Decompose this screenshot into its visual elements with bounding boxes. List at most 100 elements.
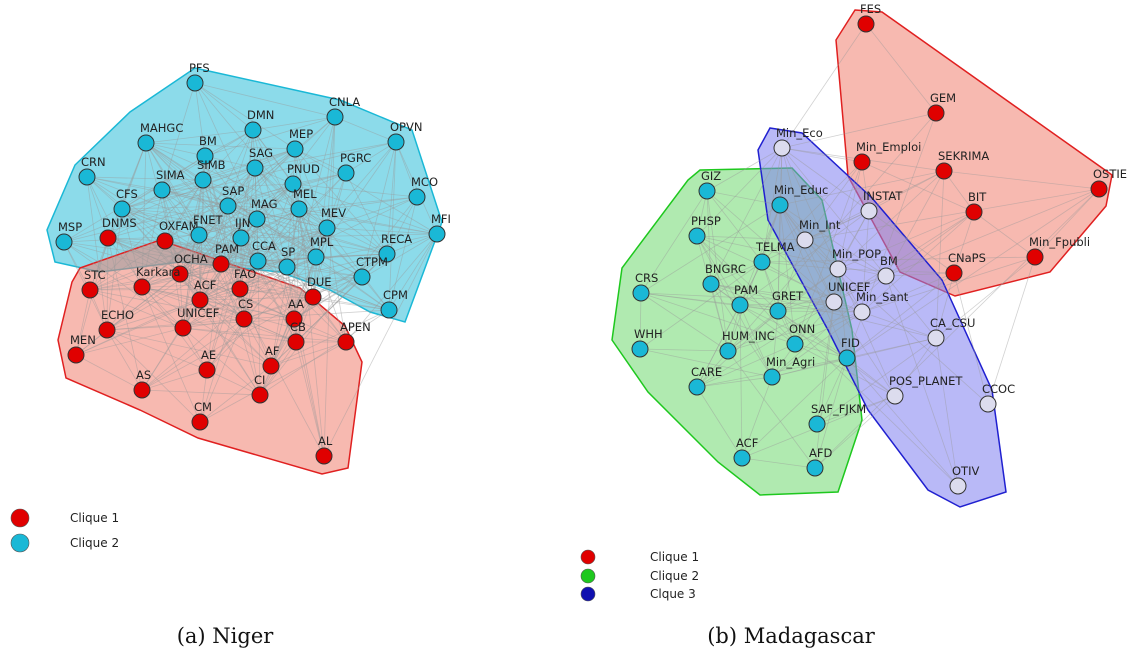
edge (227, 116, 336, 207)
node-label: CCA (252, 239, 276, 253)
edge (239, 208, 300, 290)
edge (294, 148, 347, 174)
edge (270, 296, 314, 367)
node-label: GRET (772, 289, 804, 303)
node-label: CRS (635, 271, 658, 285)
edge (179, 256, 317, 275)
edge (106, 263, 222, 331)
edge (286, 266, 325, 457)
edge (199, 256, 317, 301)
edge (293, 253, 388, 320)
edge (639, 348, 773, 378)
node (1026, 248, 1044, 266)
edge (293, 276, 363, 320)
node-label: OXFAM (159, 219, 199, 233)
node (232, 229, 250, 247)
edge (846, 337, 937, 359)
edge (861, 256, 1036, 313)
edge (204, 155, 288, 268)
node (153, 181, 171, 199)
edge (256, 218, 317, 258)
edge (777, 204, 781, 312)
edge (86, 176, 163, 191)
node-label: ONN (789, 322, 815, 336)
edge (885, 275, 959, 487)
node (262, 357, 280, 375)
edge (161, 189, 200, 236)
node-label: AL (318, 434, 333, 448)
edge (640, 190, 708, 294)
node-label: ECHO (101, 308, 134, 322)
edge (294, 148, 438, 235)
node-label: ACF (194, 278, 216, 292)
node (55, 233, 73, 251)
edge (63, 241, 143, 288)
edge (179, 148, 296, 275)
edge (199, 218, 258, 301)
edge (710, 283, 937, 339)
node (156, 232, 174, 250)
edge (943, 170, 1100, 190)
node (387, 133, 405, 151)
edge (239, 227, 328, 290)
edge (161, 183, 294, 191)
node-label: CFS (116, 187, 138, 201)
node-label: Min_Agri (766, 355, 815, 369)
edge (777, 310, 959, 487)
edge (256, 218, 388, 255)
node-label: UNICEF (828, 280, 870, 294)
node (249, 252, 267, 270)
edge (161, 189, 229, 207)
node (235, 310, 253, 328)
node (304, 288, 322, 306)
edge (804, 239, 887, 277)
edge (164, 218, 258, 242)
edge (298, 208, 363, 278)
node-label: FES (860, 2, 881, 16)
edge (315, 172, 347, 258)
edge (89, 289, 184, 329)
edge (239, 167, 256, 290)
edge (141, 253, 388, 391)
edge (270, 309, 390, 367)
node (248, 210, 266, 228)
node (191, 413, 209, 431)
edge (254, 167, 328, 229)
edge (240, 129, 254, 239)
edge (89, 179, 204, 291)
node-label: FID (841, 336, 860, 350)
edge (779, 204, 796, 345)
edge (107, 237, 347, 343)
node-label: AFD (809, 446, 832, 460)
node-label: AE (201, 348, 216, 362)
edge (639, 261, 763, 350)
edge (846, 357, 896, 397)
edge (270, 318, 295, 367)
edge (239, 288, 261, 396)
edge (89, 218, 258, 291)
edge (141, 286, 297, 343)
edge (239, 218, 258, 290)
node-label: PAM (215, 242, 239, 256)
edge (141, 299, 201, 391)
node (927, 104, 945, 122)
edge (257, 260, 314, 298)
node (808, 415, 826, 433)
edge (145, 142, 242, 239)
edge (164, 179, 204, 242)
edge (781, 23, 867, 149)
node-label: HUM_INC (722, 329, 775, 343)
edge (710, 283, 796, 345)
edge (814, 301, 835, 469)
edge (833, 301, 896, 397)
edge (86, 176, 143, 288)
edge (386, 196, 418, 255)
node (753, 253, 771, 271)
edge (63, 241, 91, 291)
edge (286, 141, 397, 268)
edge (706, 190, 781, 206)
edge (270, 208, 300, 367)
edge (75, 299, 201, 356)
node (137, 134, 155, 152)
edge (312, 116, 336, 298)
